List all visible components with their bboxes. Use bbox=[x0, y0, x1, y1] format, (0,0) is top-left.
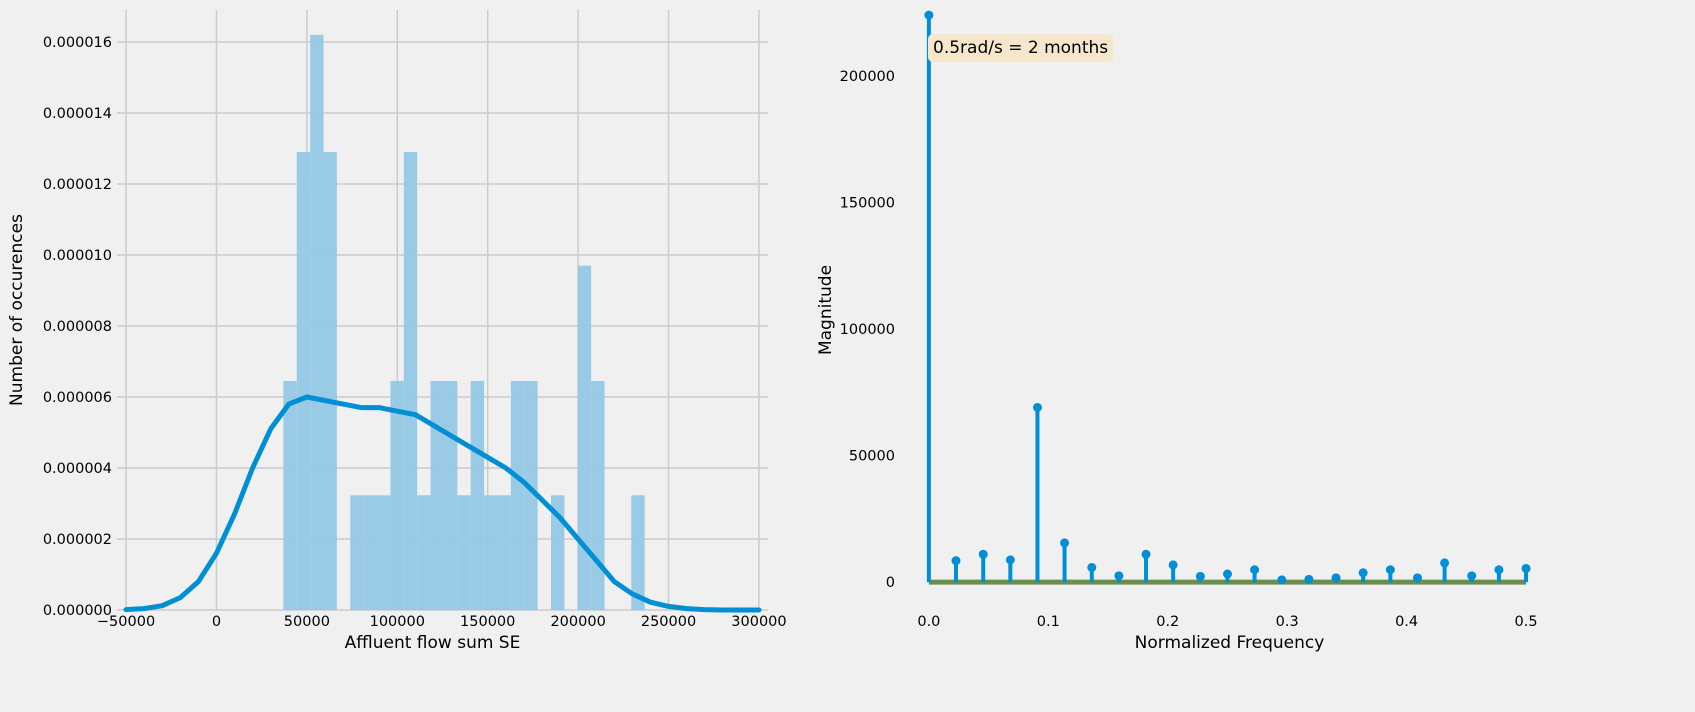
histogram-bar bbox=[283, 381, 297, 610]
stem-marker bbox=[1195, 571, 1205, 581]
histogram-chart: −50000 0 50000 100000 150000 200000 250000 3000… bbox=[7, 10, 787, 653]
histogram-bar bbox=[350, 495, 364, 610]
y-tick-label: 0.000008 bbox=[43, 319, 112, 335]
stem-marker bbox=[978, 549, 988, 559]
histogram-y-ticks: 0.000000 0.000002 0.000004 0.000006 0.000008… bbox=[43, 35, 112, 619]
stem-marker bbox=[924, 10, 934, 20]
x-tick-label: 0.2 bbox=[1156, 614, 1179, 630]
x-tick-label: 0.4 bbox=[1395, 614, 1418, 630]
stem-marks bbox=[924, 10, 1531, 585]
histogram-bar bbox=[430, 381, 444, 610]
stem-marker bbox=[1168, 560, 1178, 570]
stem-chart: 0.0 0.1 0.2 0.3 0.4 0.5 0 50000 100000 150000 200… bbox=[816, 10, 1538, 653]
stem-marker bbox=[1440, 558, 1450, 568]
stem-marker bbox=[1222, 569, 1232, 579]
y-tick-label: 0.000014 bbox=[43, 106, 112, 122]
histogram-bar bbox=[591, 381, 605, 610]
y-tick-label: 0.000002 bbox=[43, 532, 112, 548]
histogram-bar bbox=[443, 381, 458, 610]
annotation-box: 0.5rad/s = 2 months bbox=[928, 34, 1114, 62]
y-tick-label: 100000 bbox=[840, 322, 895, 338]
histogram-bar bbox=[484, 495, 498, 610]
histogram-bar bbox=[323, 152, 337, 610]
stem-y-axis-label: Magnitude bbox=[816, 265, 836, 355]
y-tick-label: 0.000004 bbox=[43, 461, 112, 477]
y-tick-label: 0.000016 bbox=[43, 35, 112, 51]
histogram-x-axis-label: Affluent flow sum SE bbox=[345, 633, 521, 653]
histogram-bar bbox=[377, 495, 391, 610]
y-tick-label: 0.000006 bbox=[43, 390, 112, 406]
stem-marker bbox=[1060, 538, 1070, 548]
histogram-bar bbox=[577, 265, 592, 610]
x-tick-label: 200000 bbox=[550, 614, 605, 630]
stem-x-ticks: 0.0 0.1 0.2 0.3 0.4 0.5 bbox=[917, 614, 1537, 630]
stem-marker bbox=[951, 556, 961, 566]
histogram-bar bbox=[417, 495, 431, 610]
x-tick-label: 0.5 bbox=[1515, 614, 1538, 630]
histogram-bar bbox=[310, 34, 324, 611]
stem-marker bbox=[1304, 574, 1314, 584]
histogram-bars bbox=[283, 34, 645, 611]
stem-marker bbox=[1521, 563, 1531, 573]
stem-marker bbox=[1277, 575, 1287, 585]
stem-marker bbox=[1114, 571, 1124, 581]
histogram-bar bbox=[631, 495, 645, 610]
stem-marker bbox=[1250, 565, 1260, 575]
stem-marker bbox=[1494, 565, 1504, 575]
histogram-bar bbox=[524, 381, 538, 610]
annotation-background bbox=[928, 34, 1114, 62]
y-tick-label: 150000 bbox=[840, 195, 895, 211]
x-tick-label: 300000 bbox=[731, 614, 786, 630]
histogram-bar bbox=[296, 152, 311, 610]
stem-y-ticks: 0 50000 100000 150000 200000 bbox=[840, 69, 895, 591]
x-tick-label: 100000 bbox=[370, 614, 425, 630]
x-tick-label: 250000 bbox=[641, 614, 696, 630]
y-tick-label: 0.000012 bbox=[43, 177, 112, 193]
x-tick-label: 0.3 bbox=[1276, 614, 1299, 630]
x-tick-label: 0.1 bbox=[1037, 614, 1060, 630]
x-tick-label: 0.0 bbox=[917, 614, 940, 630]
histogram-x-ticks: −50000 0 50000 100000 150000 200000 250000 3000… bbox=[97, 614, 787, 630]
y-tick-label: 200000 bbox=[840, 69, 895, 85]
histogram-bar bbox=[390, 381, 404, 610]
x-tick-label: 0 bbox=[212, 614, 221, 630]
x-tick-label: 150000 bbox=[460, 614, 515, 630]
stem-marker bbox=[1032, 402, 1042, 412]
kde-line bbox=[123, 394, 762, 613]
stem-marker bbox=[1467, 571, 1477, 581]
histogram-bar bbox=[363, 495, 378, 610]
stem-marker bbox=[1005, 555, 1015, 565]
y-tick-label: 0 bbox=[886, 575, 895, 591]
annotation-text: 0.5rad/s = 2 months bbox=[933, 38, 1108, 58]
histogram-y-axis-label: Number of occurences bbox=[7, 214, 27, 406]
x-tick-label: 50000 bbox=[284, 614, 330, 630]
stem-marker bbox=[1385, 565, 1395, 575]
y-tick-label: 50000 bbox=[849, 449, 895, 465]
histogram-bar bbox=[470, 381, 485, 610]
stem-marker bbox=[1412, 573, 1422, 583]
y-tick-label: 0.000010 bbox=[43, 248, 112, 264]
stem-marker bbox=[1331, 573, 1341, 583]
stem-marker bbox=[1141, 549, 1151, 559]
histogram-bar bbox=[457, 495, 471, 610]
stem-x-axis-label: Normalized Frequency bbox=[1135, 633, 1325, 653]
x-tick-label: −50000 bbox=[97, 614, 155, 630]
kde-curve bbox=[123, 394, 762, 613]
stem-marker bbox=[1087, 562, 1097, 572]
histogram-bar bbox=[497, 495, 511, 610]
histogram-bar bbox=[510, 381, 525, 610]
histogram-bar bbox=[403, 152, 418, 610]
y-tick-label: 0.000000 bbox=[43, 603, 112, 619]
stem-marker bbox=[1358, 568, 1368, 578]
histogram-bar bbox=[551, 495, 565, 610]
